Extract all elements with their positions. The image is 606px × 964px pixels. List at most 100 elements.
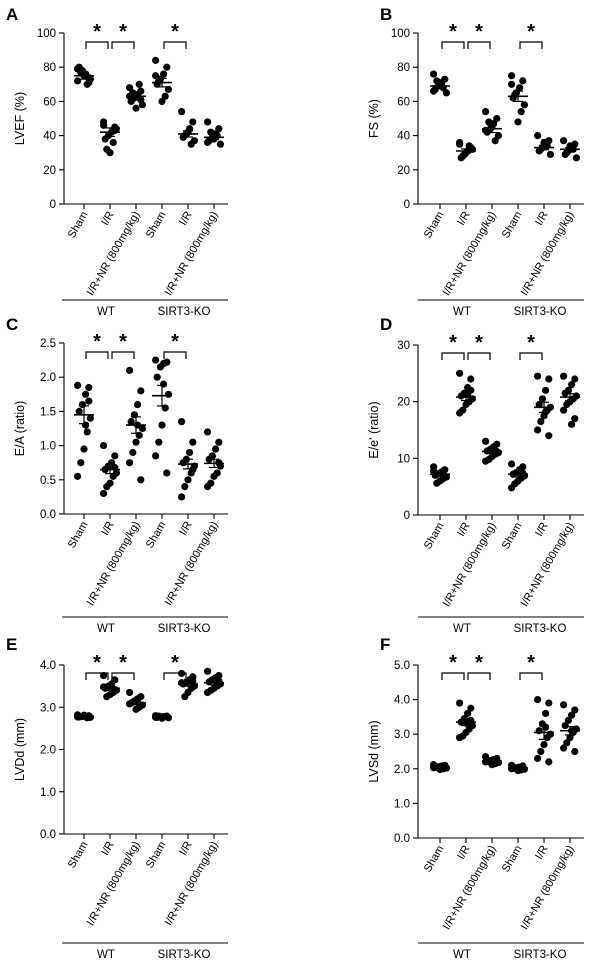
data-point — [100, 671, 108, 680]
data-point — [215, 438, 223, 446]
significance-bracket — [441, 672, 465, 680]
data-point — [74, 65, 82, 73]
data-point — [178, 418, 186, 426]
panel-letter: B — [380, 5, 392, 24]
y-tick-label: 20 — [397, 165, 410, 177]
y-tick-label: 2.5 — [40, 338, 56, 350]
data-point — [109, 138, 117, 147]
y-tick-label: 2.0 — [40, 745, 56, 757]
data-point — [74, 77, 82, 85]
data-point — [493, 114, 501, 123]
data-point — [163, 469, 171, 477]
data-point — [508, 72, 516, 80]
data-point — [456, 699, 464, 707]
panel-letter: F — [380, 635, 390, 654]
x-category-label: Sham — [66, 210, 91, 241]
significance-bracket — [519, 672, 543, 680]
y-tick-label: 3.0 — [394, 729, 410, 741]
data-point — [568, 420, 576, 428]
group-label: SIRT3-KO — [514, 306, 567, 318]
data-point — [153, 373, 161, 381]
y-axis-title: E/e' (ratio) — [367, 401, 381, 458]
data-point — [100, 442, 108, 450]
significance-star: * — [171, 21, 179, 43]
significance-star: * — [527, 652, 535, 674]
group-label: SIRT3-KO — [158, 949, 211, 961]
panel-c: C0.00.51.01.52.02.5E/A (ratio)Sham I/RI/R… — [6, 315, 228, 635]
data-point — [482, 108, 490, 116]
data-point — [134, 400, 142, 409]
x-category-label: I/R — [533, 843, 550, 861]
data-point — [103, 483, 111, 491]
data-point — [563, 739, 571, 747]
significance-star: * — [449, 21, 457, 43]
group-label: SIRT3-KO — [514, 949, 567, 961]
data-point — [103, 693, 111, 701]
data-point — [560, 137, 568, 145]
y-axis-title: LVSd (mm) — [367, 720, 381, 782]
y-axis-title: LVDd (mm) — [13, 718, 27, 781]
data-point — [560, 701, 568, 709]
significance-bracket — [163, 41, 187, 49]
data-point — [83, 428, 91, 436]
data-point — [215, 125, 223, 133]
data-point — [179, 459, 187, 467]
x-category-label: I/R+NR (800mg/kg) — [441, 210, 499, 298]
data-point — [543, 734, 551, 742]
significance-bracket — [467, 41, 491, 49]
data-point — [442, 89, 450, 97]
data-point — [571, 415, 579, 423]
x-category-label: I/R+NR (800mg/kg) — [519, 521, 577, 609]
data-point — [132, 705, 140, 713]
y-tick-label: 10 — [397, 453, 410, 465]
data-point — [126, 700, 134, 708]
data-point — [538, 395, 547, 403]
data-point — [508, 460, 516, 468]
data-point — [137, 387, 145, 395]
data-point — [204, 688, 212, 697]
x-category-label: I/R+NR (800mg/kg) — [85, 210, 143, 298]
y-tick-label: 4.0 — [40, 660, 56, 672]
y-tick-label: 0.0 — [394, 833, 410, 845]
data-point — [132, 104, 140, 112]
y-tick-label: 0.0 — [40, 829, 56, 841]
panel-letter: C — [6, 315, 18, 334]
significance-star: * — [171, 331, 179, 353]
y-tick-label: 1.0 — [40, 441, 56, 453]
data-point — [467, 375, 475, 383]
data-point — [534, 372, 542, 380]
data-point — [155, 438, 163, 446]
data-point — [132, 438, 140, 446]
data-point — [181, 132, 189, 140]
data-point — [77, 459, 85, 467]
data-point — [178, 679, 186, 687]
data-point — [78, 400, 86, 409]
y-tick-label: 1.5 — [40, 406, 56, 418]
data-point — [85, 383, 93, 392]
data-point — [178, 493, 186, 501]
data-point — [485, 118, 493, 126]
significance-star: * — [527, 21, 535, 43]
x-category-label: I/R — [99, 209, 116, 227]
data-point — [178, 108, 186, 116]
y-tick-label: 40 — [397, 131, 410, 143]
panel-letter: D — [380, 315, 392, 334]
x-category-label: I/R+NR (800mg/kg) — [519, 844, 577, 932]
data-point — [482, 437, 490, 445]
data-point — [111, 685, 119, 694]
data-point — [86, 414, 94, 422]
y-tick-label: 30 — [397, 340, 410, 352]
y-tick-label: 100 — [37, 28, 56, 40]
data-point — [207, 128, 215, 136]
data-point — [80, 445, 88, 453]
y-tick-label: 1.0 — [394, 798, 410, 810]
data-point — [508, 484, 516, 492]
data-point — [566, 734, 574, 742]
significance-bracket — [85, 41, 109, 49]
x-category-label: I/R — [99, 839, 116, 857]
data-point — [85, 397, 93, 405]
x-category-label: I/R — [177, 209, 194, 227]
x-category-label: I/R+NR (800mg/kg) — [441, 521, 499, 609]
x-category-label: I/R+NR (800mg/kg) — [85, 520, 143, 608]
